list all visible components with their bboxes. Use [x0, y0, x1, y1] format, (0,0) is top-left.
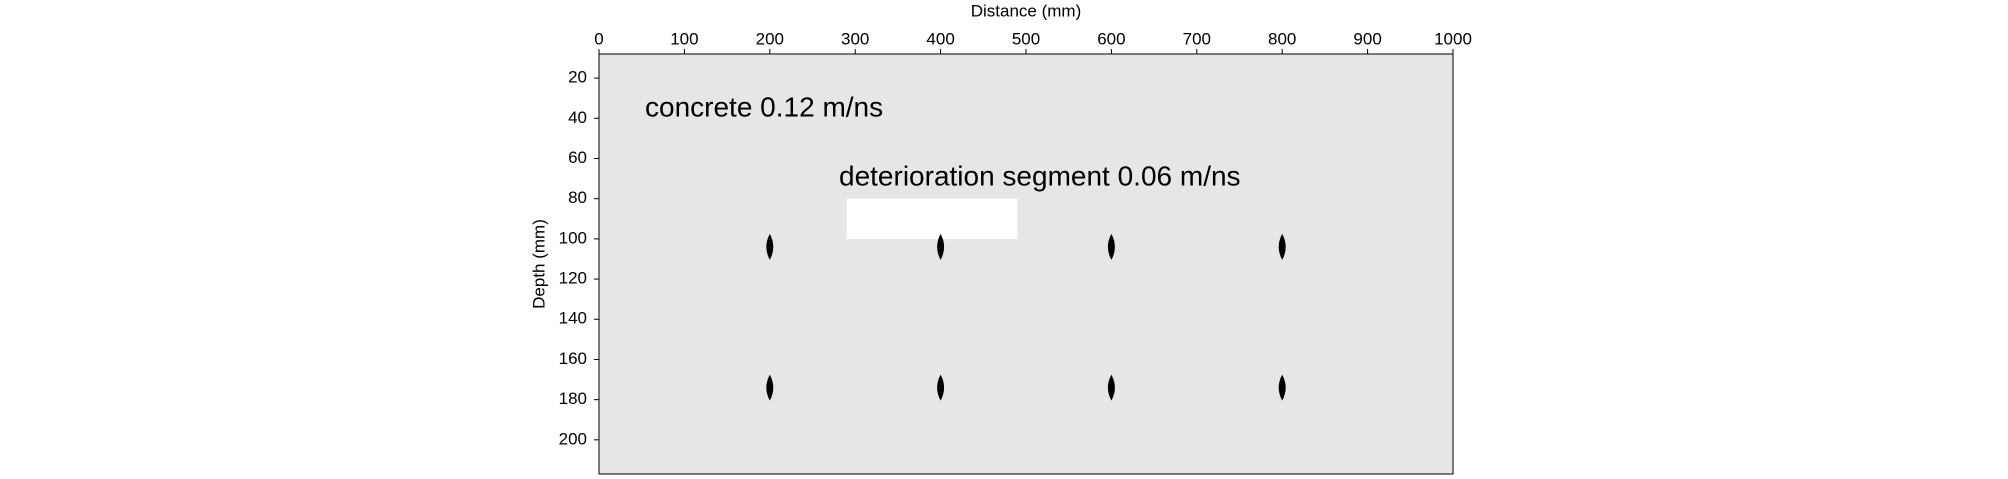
x-tick-label: 1000: [1434, 29, 1472, 48]
rebar-point: [937, 374, 945, 401]
y-tick-label: 140: [559, 309, 587, 328]
y-tick-label: 20: [568, 68, 587, 87]
annotation: concrete 0.12 m/ns: [645, 91, 883, 122]
rebar-point: [766, 374, 774, 401]
x-tick-label: 0: [594, 29, 603, 48]
segment: [846, 198, 1018, 239]
annotation: deterioration segment 0.06 m/ns: [839, 160, 1241, 191]
y-tick-label: 120: [559, 269, 587, 288]
y-tick-label: 60: [568, 148, 587, 167]
x-tick-label: 600: [1097, 29, 1125, 48]
y-axis-title: Depth (mm): [529, 219, 548, 309]
x-tick-label: 400: [926, 29, 954, 48]
y-tick-label: 200: [559, 429, 587, 448]
x-tick-label: 200: [756, 29, 784, 48]
rebar-point: [1107, 374, 1115, 401]
y-tick-label: 40: [568, 108, 587, 127]
x-tick-label: 100: [670, 29, 698, 48]
rebar-point: [766, 233, 774, 260]
x-tick-label: 900: [1353, 29, 1381, 48]
y-tick-label: 80: [568, 188, 587, 207]
x-tick-label: 800: [1268, 29, 1296, 48]
x-axis-title: Distance (mm): [971, 1, 1082, 20]
rebar-point: [1278, 233, 1286, 260]
rebar-point: [1278, 374, 1286, 401]
y-tick-label: 100: [559, 228, 587, 247]
y-tick-label: 180: [559, 389, 587, 408]
x-tick-label: 500: [1012, 29, 1040, 48]
plot-area: [598, 53, 1454, 475]
x-tick-label: 700: [1183, 29, 1211, 48]
y-tick-label: 160: [559, 349, 587, 368]
rebar-point: [937, 233, 945, 260]
x-tick-label: 300: [841, 29, 869, 48]
rebar-point: [1107, 233, 1115, 260]
